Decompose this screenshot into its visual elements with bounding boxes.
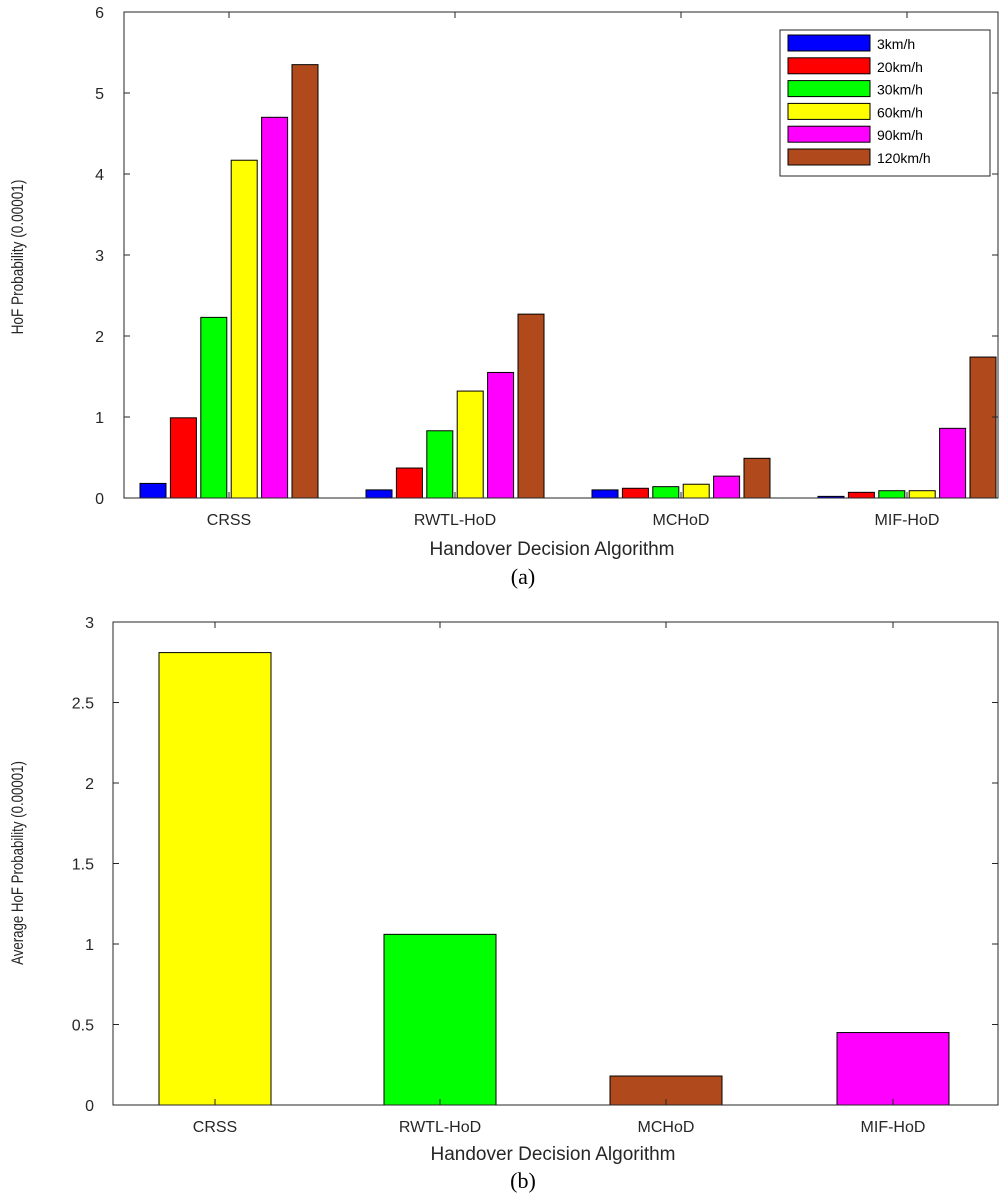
bar-mchod-90km-h xyxy=(713,475,741,499)
legend-label: 60km/h xyxy=(877,104,923,120)
bar-mif-hod-30km-h xyxy=(878,490,906,499)
bar-rwtl-hod-3km-h xyxy=(365,489,393,499)
chart-a-legend: 3km/h 20km/h 30km/h 60km/h 90km/h 120km/h xyxy=(779,29,991,177)
y-tick-label: 0.5 xyxy=(72,1018,94,1035)
legend-label: 20km/h xyxy=(877,59,923,75)
bar-rwtl-hod-20km-h xyxy=(395,467,423,499)
x-tick-label: MCHoD xyxy=(638,1119,695,1136)
legend-swatch xyxy=(787,80,871,98)
bar-mif-hod-60km-h xyxy=(908,490,936,499)
chart-b-caption: (b) xyxy=(510,1168,536,1193)
y-tick-label: 0 xyxy=(85,1098,94,1115)
bar-mif-hod-120km-h xyxy=(969,356,997,499)
x-tick-label: RWTL-HoD xyxy=(414,512,496,529)
x-tick-label: MIF-HoD xyxy=(875,512,940,529)
bar-mchod-20km-h xyxy=(621,487,649,499)
chart-a-y-axis: 0 1 2 3 4 5 6 xyxy=(95,5,998,508)
bar-rwtl-hod-120km-h xyxy=(517,313,545,499)
legend-swatch xyxy=(787,102,871,120)
chart-b: 0 0.5 1 1.5 2 2.5 3 CRSS RWTL-HoD MCHoD MIF-HoD H… xyxy=(9,615,999,1193)
legend-swatch xyxy=(787,34,871,52)
y-tick-label: 3 xyxy=(95,248,104,265)
y-tick-label: 1.5 xyxy=(72,857,94,874)
y-tick-label: 0 xyxy=(95,491,104,508)
chart-a-x-axis-title: Handover Decision Algorithm xyxy=(429,539,674,560)
chart-a-bars xyxy=(139,64,997,499)
y-tick-label: 2 xyxy=(85,776,94,793)
chart-b-x-axis-title: Handover Decision Algorithm xyxy=(430,1144,675,1165)
y-tick-label: 1 xyxy=(95,410,104,427)
x-tick-label: CRSS xyxy=(193,1119,237,1136)
y-tick-label: 6 xyxy=(95,5,104,22)
bar-rwtl-hod-30km-h xyxy=(426,430,454,499)
bar-crss xyxy=(158,652,272,1106)
y-tick-label: 2.5 xyxy=(72,696,94,713)
y-tick-label: 4 xyxy=(95,167,104,184)
bar-mchod-120km-h xyxy=(743,457,771,499)
legend-label: 30km/h xyxy=(877,82,923,98)
y-tick-label: 5 xyxy=(95,86,104,103)
x-tick-label: CRSS xyxy=(207,512,251,529)
bar-rwtl-hod-90km-h xyxy=(487,371,515,499)
y-tick-label: 2 xyxy=(95,329,104,346)
bar-crss-120km-h xyxy=(291,64,319,499)
bar-rwtl-hod-60km-h xyxy=(456,390,484,499)
legend-label: 90km/h xyxy=(877,127,923,143)
bar-crss-30km-h xyxy=(200,316,228,499)
bar-mchod-30km-h xyxy=(652,486,680,499)
bar-mif-hod-20km-h xyxy=(847,491,875,499)
bar-crss-3km-h xyxy=(139,482,167,499)
bar-mif-hod xyxy=(836,1032,950,1106)
x-tick-label: MIF-HoD xyxy=(861,1119,926,1136)
chart-b-y-axis: 0 0.5 1 1.5 2 2.5 3 xyxy=(72,615,998,1115)
chart-a-x-axis: CRSS RWTL-HoD MCHoD MIF-HoD xyxy=(207,12,940,529)
bar-rwtl-hod xyxy=(383,933,497,1106)
bar-crss-60km-h xyxy=(230,159,258,499)
legend-swatch xyxy=(787,57,871,75)
legend-swatch xyxy=(787,125,871,143)
chart-b-bars xyxy=(158,652,950,1106)
chart-b-y-axis-title: Average HoF Probability (0.00001) xyxy=(9,761,28,965)
bar-mchod-60km-h xyxy=(682,483,710,499)
bar-mif-hod-90km-h xyxy=(939,427,967,499)
chart-a-caption: (a) xyxy=(511,564,535,589)
y-tick-label: 3 xyxy=(85,615,94,632)
chart-b-x-axis: CRSS RWTL-HoD MCHoD MIF-HoD xyxy=(193,622,926,1136)
legend-label: 120km/h xyxy=(877,150,931,166)
legend-label: 3km/h xyxy=(877,36,915,52)
x-tick-label: MCHoD xyxy=(653,512,710,529)
bar-crss-90km-h xyxy=(261,116,289,499)
bar-crss-20km-h xyxy=(169,417,197,499)
chart-a-y-axis-title: HoF Probability (0.00001) xyxy=(9,180,28,335)
chart-a: 0 1 2 3 4 5 6 CRSS RWTL-HoD MCHoD MIF-HoD Handove… xyxy=(9,5,999,589)
x-tick-label: RWTL-HoD xyxy=(399,1119,481,1136)
y-tick-label: 1 xyxy=(85,937,94,954)
legend-swatch xyxy=(787,148,871,166)
bar-mchod-3km-h xyxy=(591,489,619,499)
